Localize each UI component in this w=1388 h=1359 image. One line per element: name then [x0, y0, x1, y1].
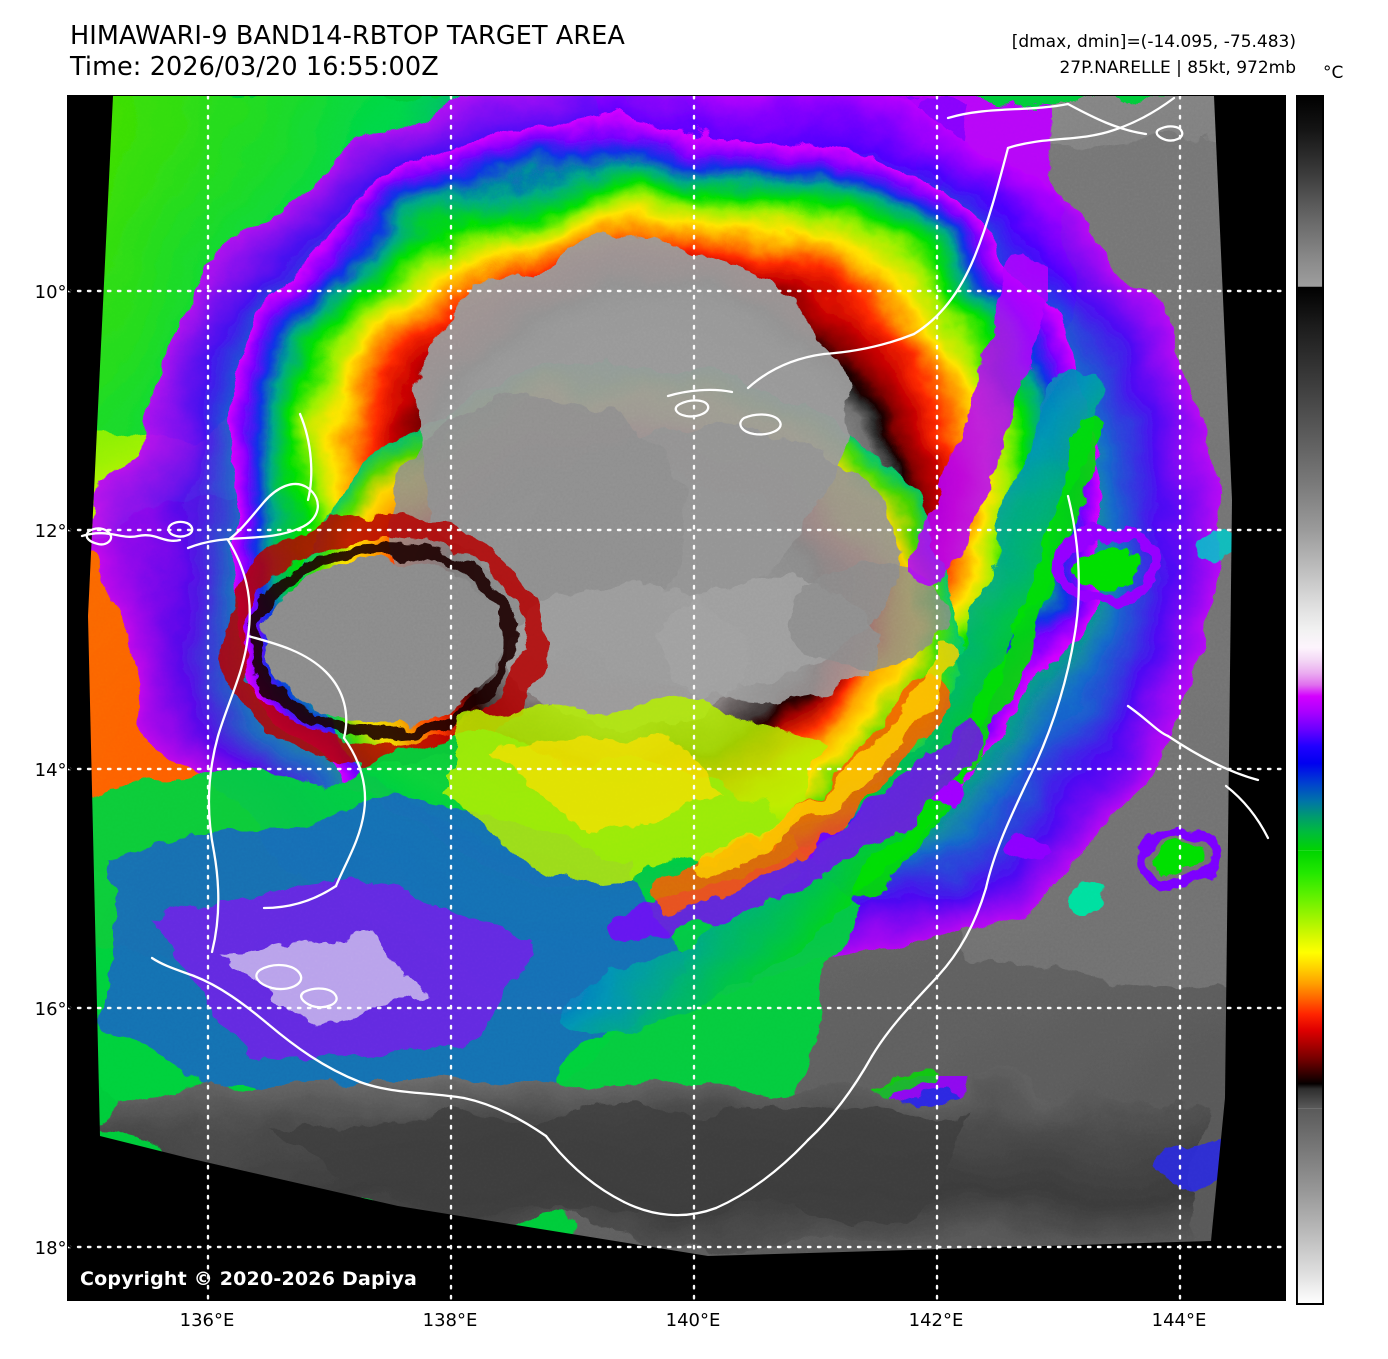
y-axis-tick-14s: 14°S [34, 760, 78, 781]
pixel-grain [88, 96, 1232, 1256]
timestamp-label: Time: 2026/03/20 16:55:00Z [70, 52, 439, 82]
y-axis-tick-12s: 12°S [34, 521, 78, 542]
y-axis-tick-18s: 18°S [34, 1238, 78, 1259]
x-axis-tick-138e: 138°E [422, 1310, 478, 1331]
latlon-gridlines [68, 96, 1285, 1300]
data-coverage-region [88, 96, 1232, 1256]
x-axis-tick-142e: 142°E [908, 1310, 964, 1331]
satellite-imagery [68, 96, 1285, 1300]
page-title: HIMAWARI-9 BAND14-RBTOP TARGET AREA [70, 21, 625, 51]
y-axis-tick-10s: 10°S [34, 282, 78, 303]
y-axis-tick-16s: 16°S [34, 999, 78, 1020]
copyright-label: Copyright © 2020-2026 Dapiya [80, 1268, 418, 1290]
map-plot-area: Copyright © 2020-2026 Dapiya [67, 95, 1286, 1301]
colorbar-gradient [1296, 95, 1324, 1305]
x-axis-tick-140e: 140°E [665, 1310, 721, 1331]
data-range-label: [dmax, dmin]=(-14.095, -75.483) [1011, 32, 1296, 52]
colorbar: 40 30 20 10 0 −10 −20 −30 −40 −50 −60 −7… [1296, 95, 1324, 1305]
x-axis-tick-144e: 144°E [1151, 1310, 1207, 1331]
colorbar-unit-label: °C [1323, 63, 1344, 83]
storm-info-label: 27P.NARELLE | 85kt, 972mb [1059, 58, 1296, 78]
x-axis-tick-136e: 136°E [179, 1310, 235, 1331]
